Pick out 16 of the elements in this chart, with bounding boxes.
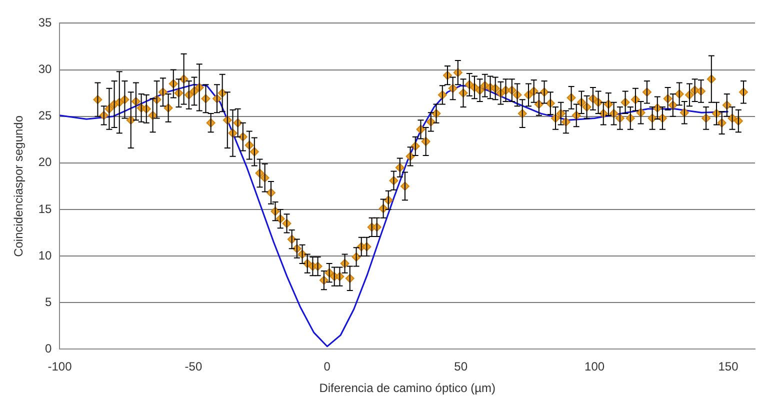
x-tick-label: -50 — [184, 360, 202, 374]
y-axis-title: Coincidenciaspor segundo — [12, 115, 26, 257]
y-tick-label: 25 — [38, 108, 52, 123]
y-tick-label: 15 — [38, 202, 52, 216]
y-tick-label: 35 — [38, 16, 52, 30]
x-tick-label: 50 — [454, 360, 468, 374]
y-tick-label: 20 — [38, 155, 52, 170]
x-tick-label: 0 — [324, 360, 331, 374]
y-tick-label: 10 — [38, 248, 52, 262]
x-axis-title: Diferencia de camino óptico (µm) — [319, 381, 496, 396]
x-tick-label: -100 — [48, 360, 72, 374]
x-tick-label: 150 — [718, 360, 739, 374]
x-tick-label: 100 — [584, 360, 605, 374]
y-tick-label: 5 — [45, 294, 52, 309]
y-tick-label: 0 — [45, 342, 52, 356]
y-tick-label: 30 — [38, 62, 52, 76]
